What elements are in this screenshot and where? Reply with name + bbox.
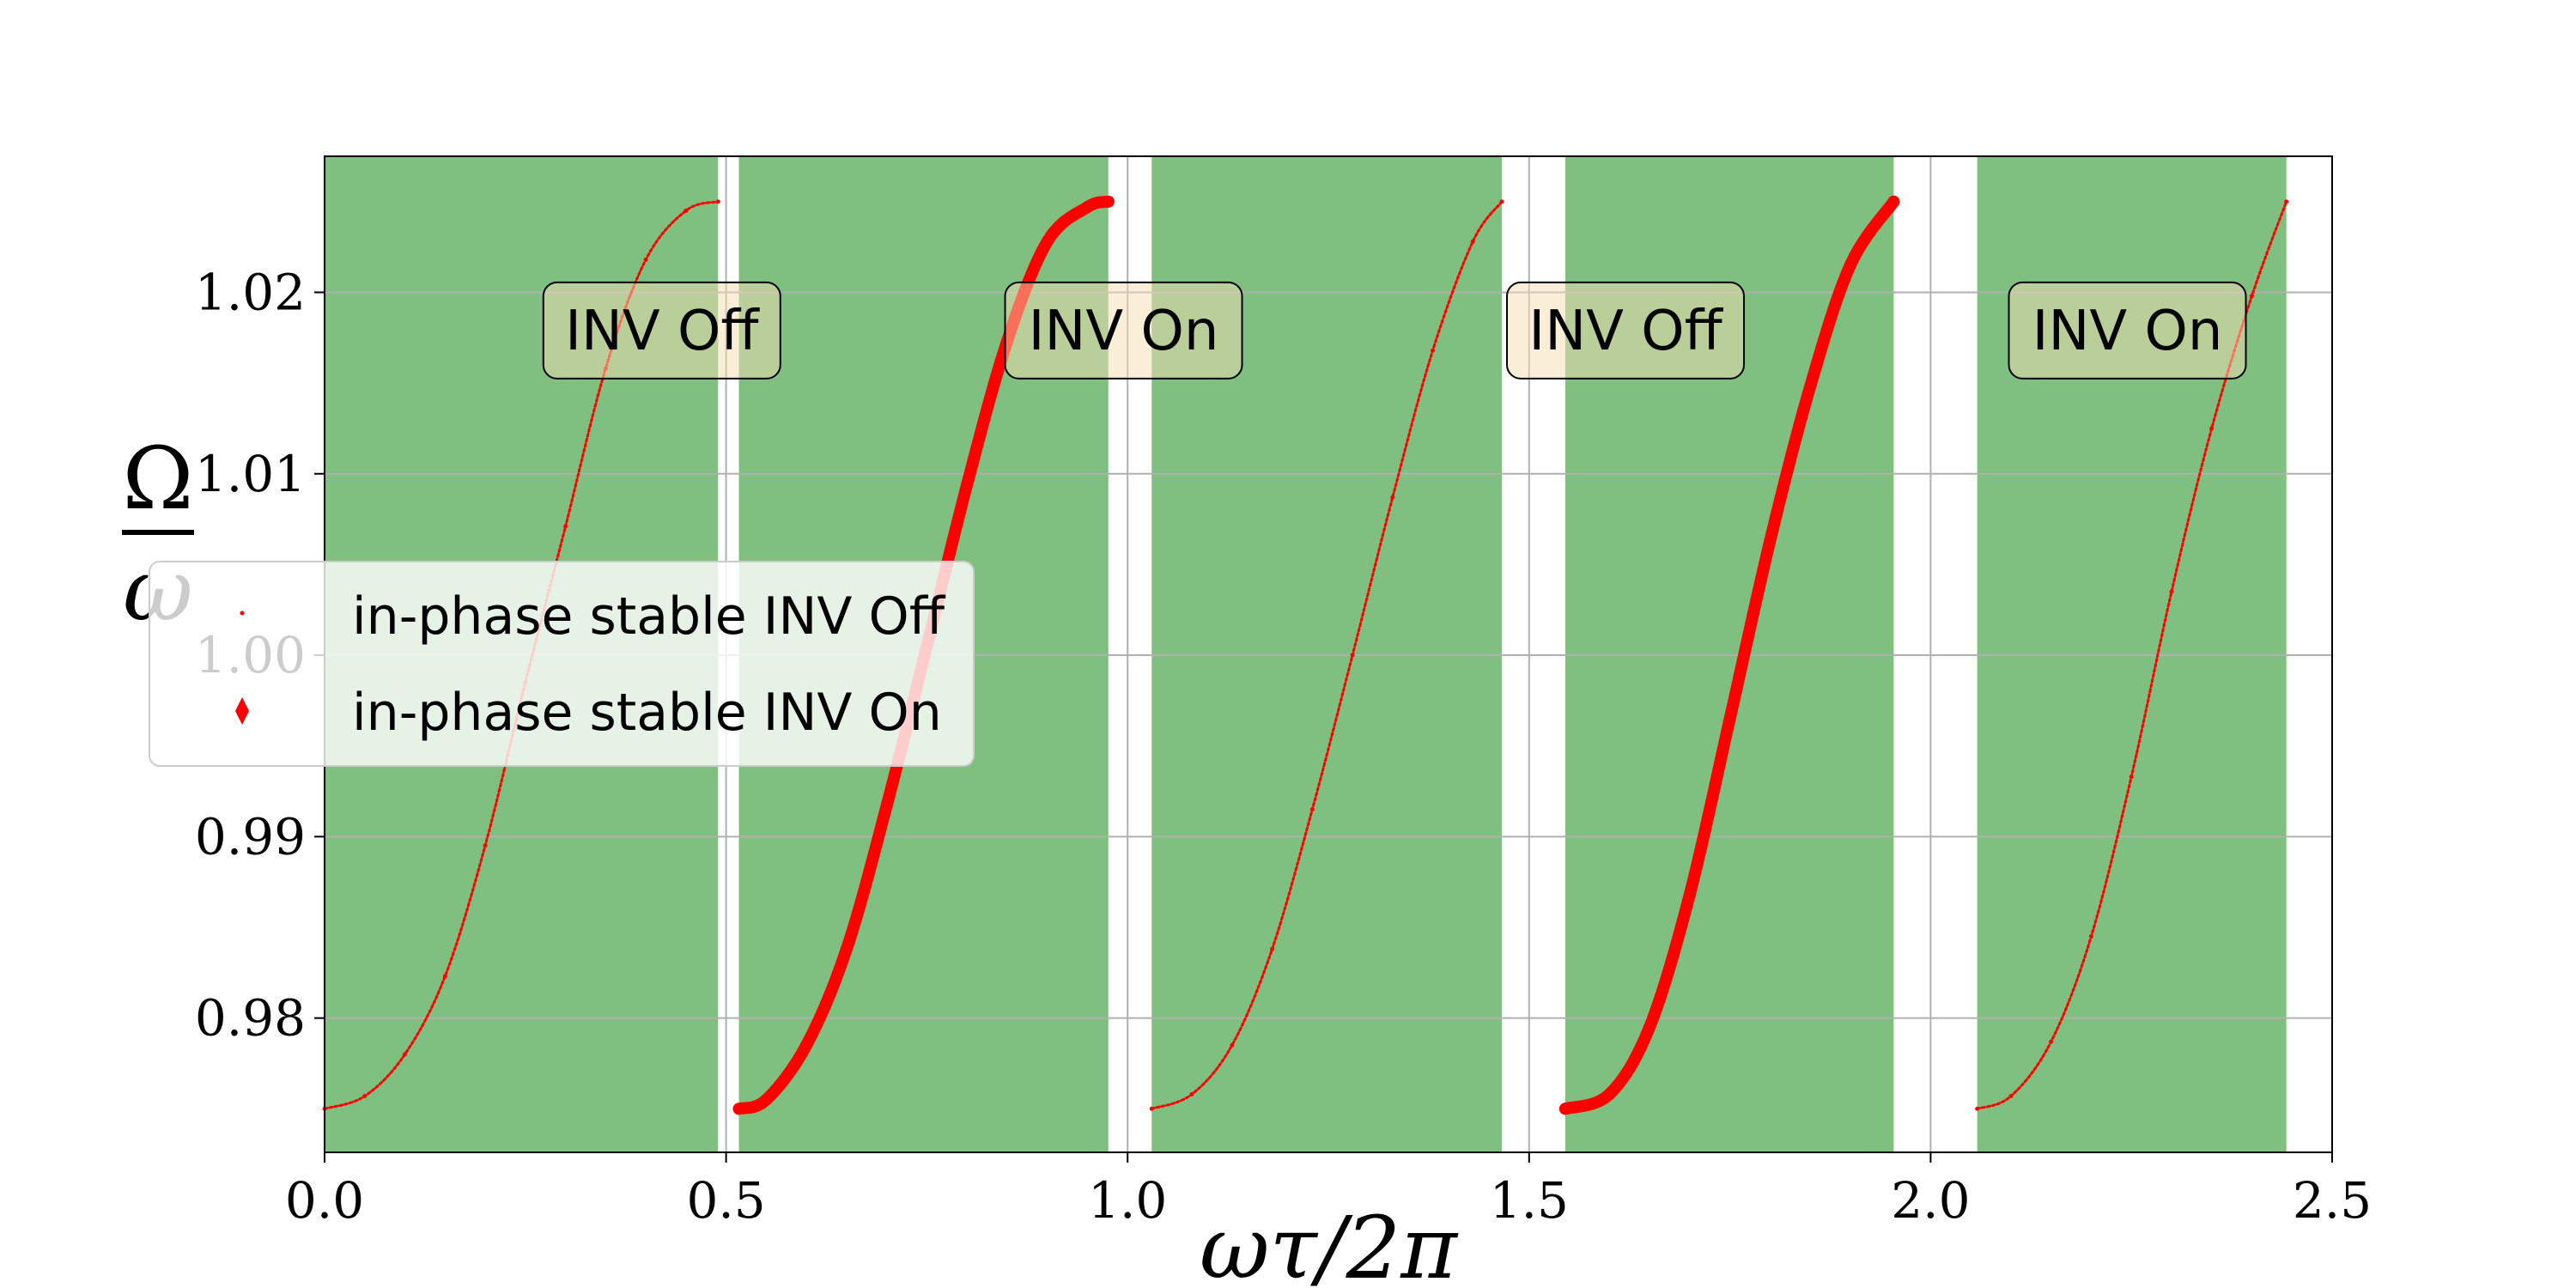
data-point <box>1683 888 1696 901</box>
data-point <box>2284 199 2289 204</box>
x-tick-label: 0.0 <box>285 1171 364 1230</box>
data-point <box>760 1093 773 1106</box>
data-point <box>1975 1106 1980 1111</box>
data-point <box>1723 713 1736 726</box>
data-point <box>1270 946 1275 951</box>
annotation-label: INV On <box>2008 281 2247 380</box>
y-tick-label: 0.98 <box>195 989 306 1048</box>
data-point <box>403 1052 408 1057</box>
annotation-box <box>1004 281 1243 380</box>
data-point <box>442 974 447 979</box>
data-point <box>1041 235 1054 248</box>
annotation-box <box>2008 281 2247 380</box>
annotation-text: INV On <box>1029 300 1219 363</box>
data-point <box>1309 807 1315 812</box>
x-ticks: 0.0 0.5 1.0 1.5 2.0 2.5 <box>285 1152 2372 1230</box>
legend-label-inv-off: in-phase stable INV Off <box>352 586 946 647</box>
data-point <box>2049 1039 2054 1044</box>
data-point <box>2088 934 2093 939</box>
data-point <box>683 208 689 213</box>
x-tick-label: 1.0 <box>1088 1171 1167 1230</box>
data-point <box>362 1093 368 1098</box>
data-point <box>800 1039 813 1052</box>
legend: in-phase stable INV Off in-phase stable … <box>149 561 975 767</box>
data-point <box>1149 1106 1154 1111</box>
x-axis-label: ωτ/2π <box>1200 1198 1459 1288</box>
data-point <box>1189 1091 1194 1097</box>
data-point <box>2008 1093 2014 1098</box>
x-tick-label: 2.5 <box>2293 1171 2372 1230</box>
data-point <box>715 199 720 204</box>
data-point <box>1230 1042 1235 1048</box>
y-axis-label-numerator: Ω <box>123 428 194 529</box>
data-point <box>1499 199 1504 204</box>
data-point <box>840 943 853 956</box>
data-point <box>1431 348 1436 353</box>
data-point <box>1844 258 1856 271</box>
series-line-inv-on <box>1558 195 1900 1115</box>
annotation-box <box>542 281 781 380</box>
legend-box <box>149 561 975 767</box>
legend-label-inv-on: in-phase stable INV On <box>352 683 942 743</box>
data-point <box>2209 426 2215 431</box>
data-point <box>1558 1103 1571 1115</box>
data-point <box>1887 195 1900 208</box>
annotation-text: INV Off <box>1528 300 1723 363</box>
legend-marker-inv-on <box>235 697 249 725</box>
y-tick-label: 1.02 <box>195 263 306 321</box>
data-point <box>1764 534 1777 547</box>
data-point <box>2249 294 2254 299</box>
annotation-label: INV Off <box>542 281 781 380</box>
data-point <box>1390 495 1395 500</box>
y-tick-label: 1.01 <box>195 445 306 503</box>
x-tick-label: 1.5 <box>1490 1171 1569 1230</box>
data-point <box>643 257 648 262</box>
annotations: INV Off INV On INV Off INV On <box>542 281 2247 380</box>
annotation-label: INV On <box>1004 281 1243 380</box>
data-point <box>1603 1088 1616 1101</box>
x-tick-label: 0.5 <box>686 1171 765 1230</box>
data-point <box>1804 380 1817 393</box>
annotation-label: INV Off <box>1506 281 1746 380</box>
annotation-text: INV On <box>2032 300 2223 363</box>
data-point <box>1081 201 1094 214</box>
data-point <box>961 478 974 491</box>
data-point <box>563 524 568 529</box>
annotation-box <box>1506 281 1746 380</box>
data-point <box>2169 589 2174 594</box>
y-tick-label: 0.99 <box>195 807 306 866</box>
data-point <box>732 1103 745 1115</box>
annotation-text: INV Off <box>565 300 760 363</box>
data-point <box>880 799 893 812</box>
data-point <box>483 843 488 848</box>
data-point <box>2129 775 2134 780</box>
legend-marker-inv-off <box>240 611 245 616</box>
data-point <box>1470 239 1475 244</box>
x-tick-label: 2.0 <box>1891 1171 1970 1230</box>
data-point <box>1102 195 1115 208</box>
data-point <box>1643 1021 1656 1034</box>
data-point <box>1350 653 1355 658</box>
